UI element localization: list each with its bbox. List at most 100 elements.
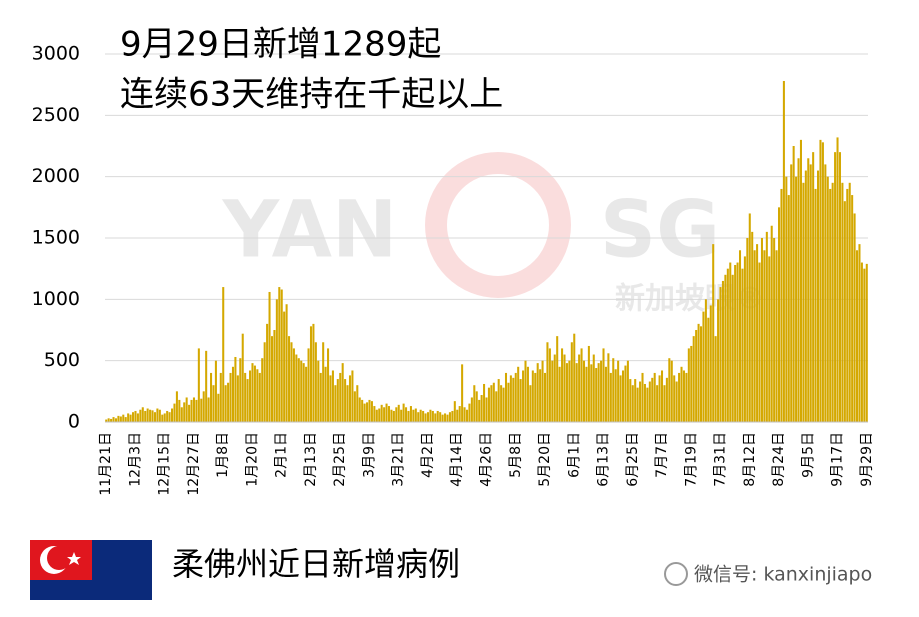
bar (309, 326, 313, 422)
bar (648, 381, 651, 422)
bar (285, 304, 288, 422)
bar (621, 370, 625, 422)
bar (163, 413, 166, 422)
bar (288, 336, 291, 422)
bar (609, 372, 612, 422)
x-tick-label: 12月3日 (127, 432, 143, 487)
x-tick-label: 12月15日 (157, 432, 173, 496)
bar (856, 250, 859, 422)
bar (405, 407, 408, 422)
bar (175, 391, 178, 422)
bar (570, 342, 573, 422)
bar (829, 188, 832, 422)
chart-title: 9月29日新增1289起 (120, 25, 441, 65)
bar (821, 142, 824, 422)
bar (563, 354, 566, 422)
bar (400, 409, 403, 422)
bar (348, 375, 352, 422)
bar (702, 311, 705, 422)
bar (336, 379, 339, 422)
bar (229, 372, 232, 422)
bar (853, 213, 856, 422)
bar (219, 372, 222, 422)
bar (378, 408, 381, 422)
flag (30, 540, 152, 600)
bar (585, 366, 588, 422)
bar (731, 274, 734, 422)
bar (802, 182, 805, 422)
bar (180, 407, 183, 422)
bar (653, 372, 656, 422)
bar (707, 317, 710, 422)
bar (860, 262, 863, 422)
bar (268, 291, 271, 422)
bar (368, 399, 371, 422)
bar (444, 413, 447, 422)
bar (670, 360, 673, 422)
bar (424, 413, 427, 422)
bar (112, 417, 115, 422)
bar (192, 397, 195, 422)
x-tick-label: 1月8日 (215, 432, 231, 478)
bar (341, 363, 344, 422)
bar (483, 383, 486, 422)
bar (297, 358, 300, 422)
bar (575, 363, 578, 422)
bar (509, 375, 512, 422)
bar (529, 385, 532, 422)
bar (600, 360, 603, 422)
bar (158, 409, 161, 422)
wechat-icon (664, 562, 688, 586)
bar (468, 403, 471, 422)
bar (726, 268, 729, 422)
bar (831, 182, 834, 422)
bar (344, 379, 347, 422)
bar (756, 244, 759, 422)
bar (161, 414, 164, 422)
bar (149, 409, 152, 422)
bar (456, 409, 459, 422)
x-tick-label: 5月20日 (537, 432, 553, 487)
bar (580, 348, 583, 422)
bar (451, 410, 454, 422)
bar (373, 406, 376, 422)
caption: 柔佛州近日新增病例 (172, 545, 460, 583)
bar (765, 231, 768, 422)
bar (673, 375, 676, 422)
watermark-text: YAN (222, 185, 398, 275)
bar (548, 348, 551, 422)
bar (190, 399, 193, 422)
x-tick-label: 2月1日 (274, 432, 290, 478)
bar (185, 397, 188, 422)
bar (639, 381, 642, 422)
bar (865, 263, 868, 422)
bar (748, 213, 751, 422)
flag-star (67, 552, 81, 565)
bar (110, 418, 113, 422)
bar (734, 264, 737, 422)
bar (426, 412, 430, 422)
x-tick-label: 7月7日 (654, 432, 670, 478)
x-tick-label: 8月24日 (771, 432, 787, 487)
x-tick-label: 2月25日 (332, 432, 348, 487)
bar (626, 360, 629, 422)
bar (300, 360, 303, 422)
bar (210, 372, 213, 422)
bar (775, 250, 778, 422)
bar (753, 250, 756, 422)
bar (504, 372, 508, 422)
bar (565, 363, 568, 422)
wechat-id: 微信号: kanxinjiapo (694, 564, 872, 586)
bar (422, 410, 425, 422)
bar (307, 348, 310, 422)
bar (543, 372, 547, 422)
bar (363, 403, 366, 422)
bar (719, 287, 722, 422)
bar (624, 365, 627, 422)
bar (682, 370, 685, 422)
bar (587, 345, 590, 422)
x-tick-label: 3月21日 (391, 432, 407, 487)
bar (261, 358, 264, 422)
bar (375, 409, 378, 422)
bar (814, 188, 817, 422)
